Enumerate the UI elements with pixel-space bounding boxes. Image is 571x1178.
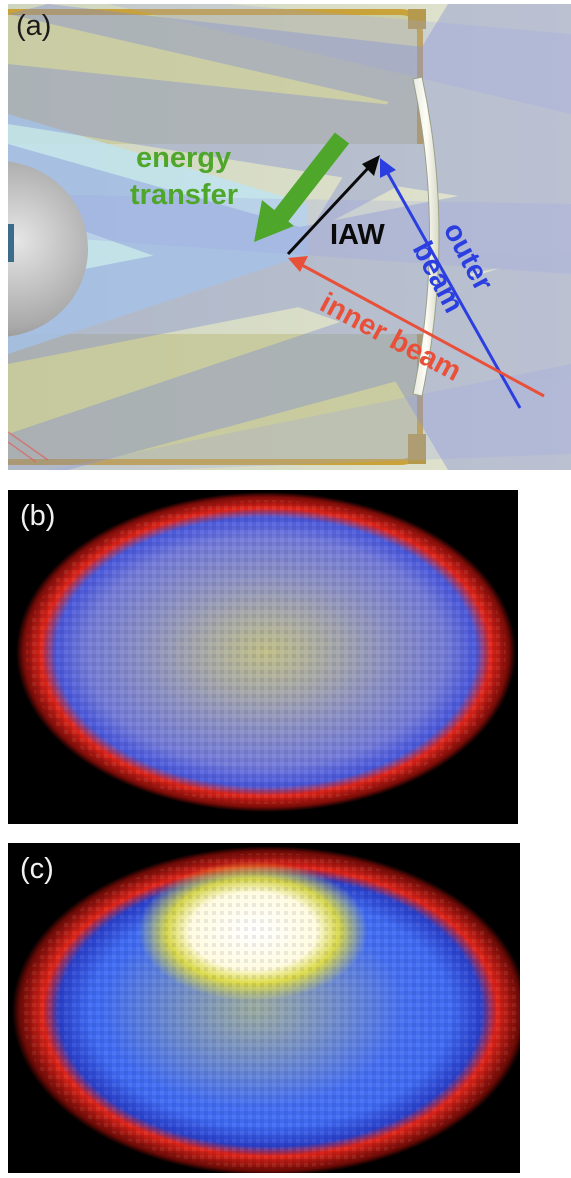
hohlraum-lower-region (8, 334, 418, 460)
wall-bracket-top (408, 9, 426, 29)
panel-a-label: (a) (16, 10, 52, 42)
beam-spot-image-c (8, 843, 520, 1173)
iaw-label: IAW (330, 219, 385, 251)
energy-transfer-label-line2: transfer (130, 179, 238, 211)
beam-spot-image-b (8, 490, 518, 824)
panel-a-hohlraum-schematic: energy transfer IAW outer beam inner bea… (8, 4, 571, 470)
inner-beam-arrow (288, 256, 545, 398)
outer-beam-arrow (380, 158, 522, 409)
panel-b-beam-spot: (b) (8, 490, 518, 824)
panel-b-label: (b) (20, 500, 56, 532)
capsule (8, 161, 88, 337)
energy-transfer-arrow (254, 132, 350, 242)
capsule-stalk (8, 224, 14, 262)
hohlraum-upper-region (8, 14, 418, 144)
inner-light-region (8, 114, 308, 354)
panel-c-beam-spot: (c) (8, 843, 520, 1173)
energy-transfer-label-line1: energy (136, 142, 231, 174)
hohlraum-diagram: energy transfer IAW outer beam inner bea… (8, 4, 571, 470)
iaw-arrow (286, 155, 380, 256)
laser-entrance-hole (412, 76, 440, 397)
wall-bracket-bottom (408, 434, 426, 464)
panel-c-label: (c) (20, 853, 54, 885)
